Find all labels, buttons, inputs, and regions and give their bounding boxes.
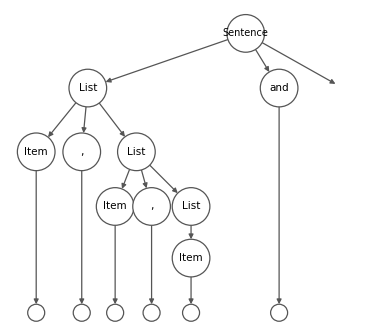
Text: and: and: [269, 83, 289, 93]
Text: Item: Item: [179, 253, 203, 263]
Circle shape: [28, 304, 45, 321]
Circle shape: [172, 239, 210, 277]
Circle shape: [96, 188, 134, 225]
Text: Sentence: Sentence: [223, 28, 269, 38]
Text: Item: Item: [103, 201, 127, 211]
Text: List: List: [127, 147, 145, 157]
Text: ,: ,: [80, 147, 84, 157]
Circle shape: [260, 69, 298, 107]
Circle shape: [18, 133, 55, 171]
Circle shape: [73, 304, 90, 321]
Circle shape: [182, 304, 200, 321]
Text: List: List: [79, 83, 97, 93]
Circle shape: [63, 133, 101, 171]
Text: Item: Item: [24, 147, 48, 157]
Circle shape: [117, 133, 155, 171]
Circle shape: [143, 304, 160, 321]
Circle shape: [133, 188, 170, 225]
Circle shape: [69, 69, 107, 107]
Circle shape: [270, 304, 288, 321]
Text: List: List: [182, 201, 200, 211]
Circle shape: [107, 304, 123, 321]
Text: ,: ,: [150, 201, 153, 211]
Circle shape: [227, 15, 264, 52]
Circle shape: [172, 188, 210, 225]
